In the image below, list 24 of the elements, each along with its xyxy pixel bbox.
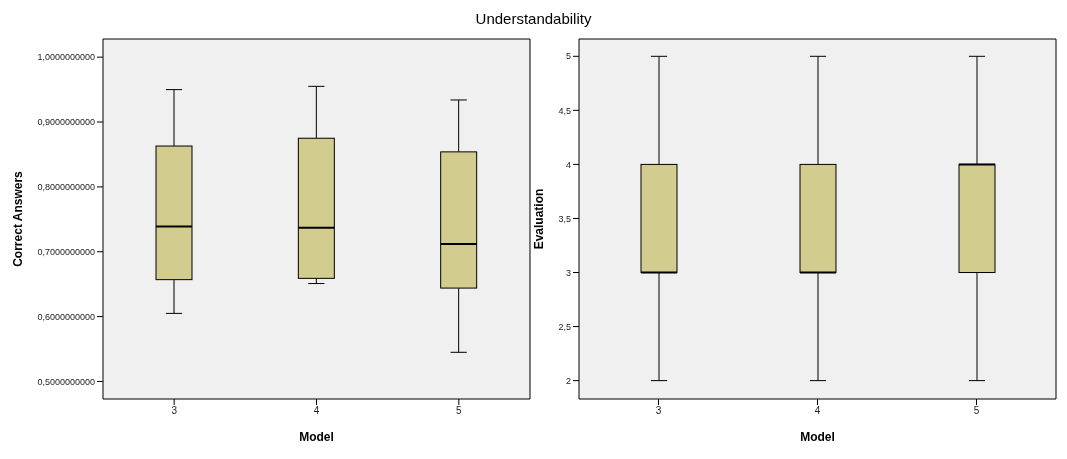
x-axis-title: Model bbox=[800, 430, 835, 444]
x-tick-label: 3 bbox=[655, 405, 662, 417]
x-tick-label: 4 bbox=[313, 405, 320, 417]
y-tick-label: 3 bbox=[565, 267, 571, 278]
y-tick-label: 5 bbox=[565, 51, 571, 62]
x-tick-label: 3 bbox=[171, 405, 178, 417]
y-axis-title: Evaluation bbox=[532, 188, 547, 250]
y-tick-label: 4,5 bbox=[558, 105, 571, 116]
y-tick-label: 2,5 bbox=[558, 321, 571, 332]
y-tick-label: 1,0000000000 bbox=[37, 52, 95, 63]
x-tick-label: 5 bbox=[456, 405, 463, 417]
chart-title: Understandability bbox=[474, 10, 593, 27]
y-axis-title: Correct Answers bbox=[11, 170, 26, 267]
y-tick-label: 0,6000000000 bbox=[37, 311, 95, 322]
y-tick-label: 0,5000000000 bbox=[37, 376, 95, 387]
y-tick-label: 0,9000000000 bbox=[37, 117, 95, 128]
x-tick-label: 4 bbox=[814, 405, 821, 417]
y-tick-label: 0,8000000000 bbox=[37, 182, 95, 193]
x-axis-title: Model bbox=[299, 430, 334, 444]
y-tick-label: 4 bbox=[565, 159, 571, 170]
x-tick-label: 5 bbox=[973, 405, 980, 417]
y-tick-label: 0,7000000000 bbox=[37, 246, 95, 257]
y-tick-label: 3,5 bbox=[558, 213, 571, 224]
y-tick-label: 2 bbox=[565, 375, 571, 386]
